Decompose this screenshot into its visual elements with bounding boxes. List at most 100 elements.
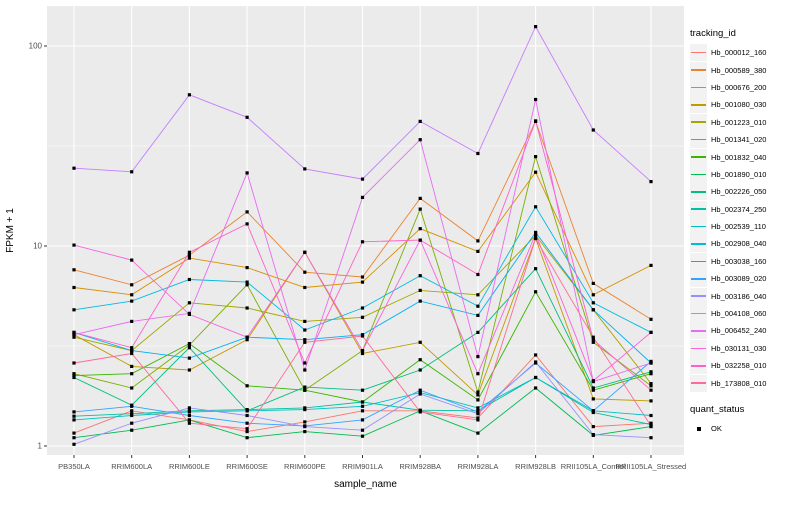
data-point (303, 338, 307, 342)
data-point (649, 399, 653, 403)
data-point (72, 333, 76, 337)
data-point (72, 375, 76, 380)
legend-item-Hb_006452_240: Hb_006452_240 (690, 322, 800, 340)
legend-key-line-icon (690, 165, 707, 183)
quant-status-label: OK (711, 424, 722, 433)
data-point (130, 351, 134, 356)
data-point (476, 249, 480, 253)
data-point (476, 410, 480, 414)
y-axis-title: FPKM + 1 (5, 208, 16, 253)
legend-item-Hb_001890_010: Hb_001890_010 (690, 165, 800, 183)
data-point (476, 293, 480, 297)
data-point (303, 430, 307, 434)
data-point (130, 412, 134, 416)
data-point (130, 349, 134, 353)
data-point (649, 263, 653, 267)
data-point (476, 412, 480, 416)
data-point (360, 195, 365, 199)
legend-key-line-icon (690, 270, 707, 288)
data-point (591, 425, 595, 429)
data-point (360, 349, 365, 353)
legend-item-Hb_000012_160: Hb_000012_160 (690, 44, 800, 62)
legend-key-line-icon (690, 287, 707, 305)
legend-key-line-icon (690, 131, 707, 149)
data-point (245, 171, 249, 175)
legend-key-line-icon (690, 252, 707, 270)
data-point (534, 386, 538, 390)
data-point (418, 392, 422, 396)
legend-key-line-icon (690, 322, 707, 340)
data-point (649, 370, 653, 374)
data-point (649, 361, 653, 365)
x-axis-title: sample_name (334, 479, 397, 490)
data-point (476, 313, 480, 317)
legend-item-label: Hb_002226_050 (711, 187, 767, 197)
x-tick-label: RRIM928BA (399, 462, 441, 471)
data-point (476, 372, 480, 376)
x-tick-label: PB350LA (58, 462, 90, 471)
y-tick-label: 1 (38, 442, 43, 451)
data-point (130, 283, 134, 287)
data-point (591, 335, 595, 339)
legend-item-label: Hb_173808_010 (711, 378, 767, 388)
data-point (534, 290, 538, 294)
data-point (187, 421, 191, 425)
x-tick-label: RRII105LA_Stressed (616, 462, 686, 471)
legend-key-line-icon (690, 200, 707, 218)
data-point (245, 409, 249, 413)
data-point (360, 280, 365, 284)
legend-item-Hb_003186_040: Hb_003186_040 (690, 287, 800, 305)
data-point (245, 283, 249, 287)
data-point (534, 267, 538, 271)
data-point (591, 410, 595, 415)
data-point (534, 119, 538, 123)
data-point (360, 275, 365, 279)
data-point (245, 436, 249, 440)
legend-item-label: Hb_002374_250 (711, 204, 767, 214)
data-point (534, 97, 538, 102)
data-point (476, 390, 480, 394)
legend-item-Hb_032258_010: Hb_032258_010 (690, 357, 800, 375)
data-point (418, 227, 422, 231)
legend-item-label: Hb_003038_160 (711, 256, 767, 266)
data-point (591, 281, 595, 285)
data-point (245, 335, 249, 339)
data-point (72, 166, 76, 170)
data-point (245, 413, 249, 418)
y-tick-label: 100 (29, 42, 43, 51)
data-point (303, 361, 307, 365)
data-point (534, 232, 538, 236)
data-point (187, 93, 191, 97)
data-point (130, 364, 134, 368)
legend-item-Hb_030131_030: Hb_030131_030 (690, 339, 800, 357)
legend-key-line-icon (690, 96, 707, 114)
legend-key-line-icon (690, 218, 707, 236)
data-point (360, 409, 365, 413)
data-point (360, 315, 365, 319)
data-point (649, 384, 653, 388)
data-point (187, 410, 191, 414)
data-point (72, 374, 76, 378)
data-point (360, 404, 365, 408)
data-point (591, 386, 595, 390)
data-point (187, 418, 191, 422)
data-point (476, 416, 480, 420)
data-point (303, 406, 307, 410)
quant-status-square-icon (690, 420, 707, 437)
data-point (418, 119, 422, 123)
data-point (303, 250, 307, 254)
data-point (72, 431, 76, 435)
x-tick-label: RRIM600LA (111, 462, 152, 471)
data-point (303, 408, 307, 412)
data-point (476, 406, 480, 410)
data-point (649, 330, 653, 334)
data-point (187, 277, 191, 282)
data-point (303, 319, 307, 323)
data-point (649, 372, 653, 376)
data-point (418, 410, 422, 414)
legend-item-Hb_002226_050: Hb_002226_050 (690, 183, 800, 201)
legend-item-Hb_000676_200: Hb_000676_200 (690, 78, 800, 96)
data-point (130, 299, 134, 303)
data-point (303, 167, 307, 171)
data-point (130, 409, 134, 413)
